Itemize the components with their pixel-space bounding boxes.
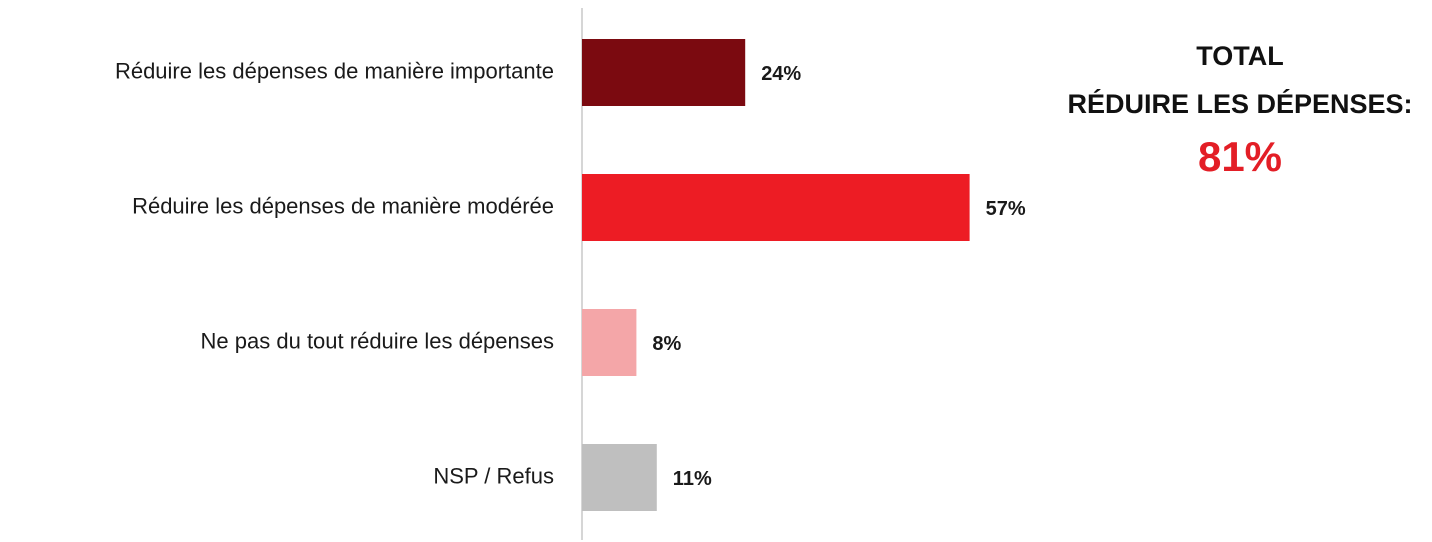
category-label: Réduire les dépenses de manière importan… [115, 58, 554, 83]
category-label: Réduire les dépenses de manière modérée [132, 193, 554, 218]
value-label: 8% [652, 333, 681, 355]
bar [582, 174, 970, 241]
value-label: 11% [673, 468, 712, 490]
value-label: 57% [986, 198, 1026, 220]
category-label: NSP / Refus [433, 463, 554, 488]
annotation-total: 81% [1198, 133, 1282, 180]
bar [582, 444, 657, 511]
annotation-line: TOTAL [1196, 41, 1284, 71]
annotation-line: RÉDUIRE LES DÉPENSES: [1067, 88, 1412, 119]
value-label: 24% [761, 63, 801, 85]
bar [582, 39, 746, 106]
category-label: Ne pas du tout réduire les dépenses [201, 328, 554, 353]
bar [582, 309, 637, 376]
